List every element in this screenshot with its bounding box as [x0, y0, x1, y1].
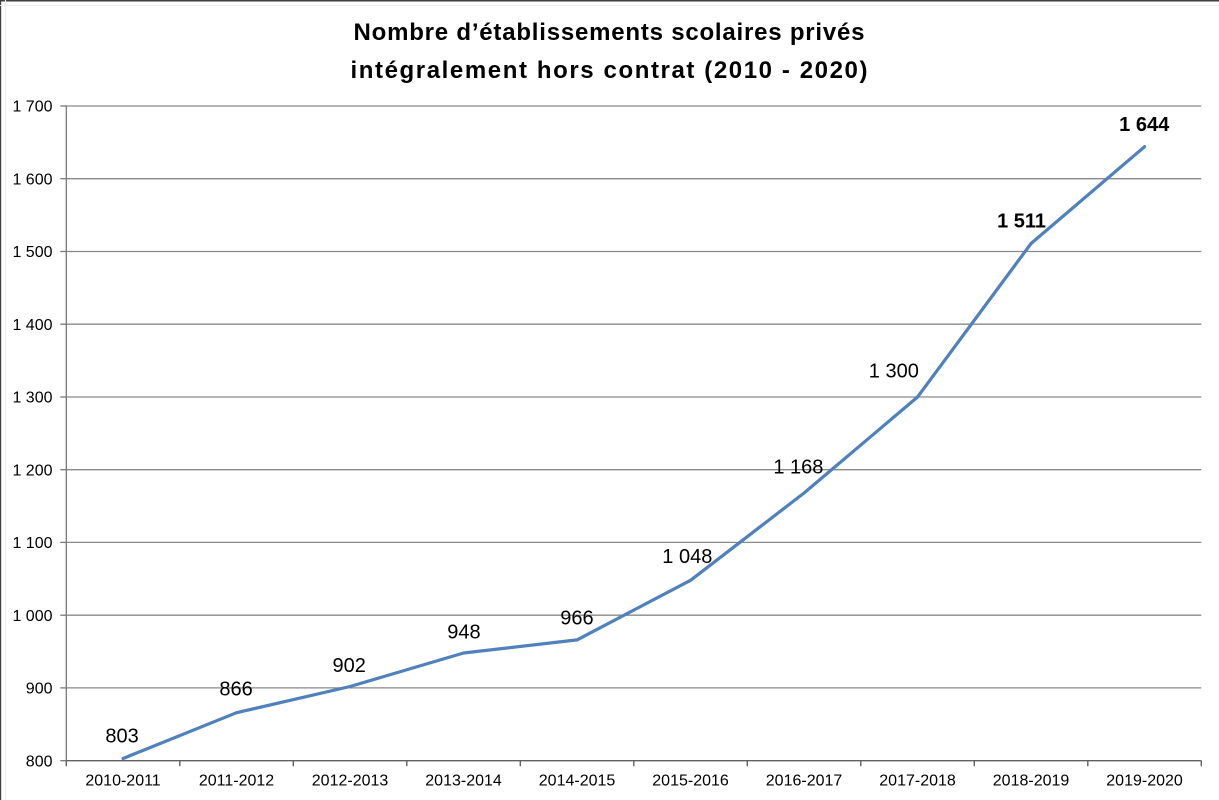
svg-text:948: 948	[447, 621, 480, 643]
svg-text:1 200: 1 200	[12, 462, 52, 479]
svg-text:2013-2014: 2013-2014	[425, 773, 502, 790]
svg-text:1 048: 1 048	[662, 546, 712, 568]
svg-text:866: 866	[219, 679, 252, 701]
svg-text:1 644: 1 644	[1119, 114, 1170, 136]
svg-text:900: 900	[26, 681, 53, 698]
svg-text:1 700: 1 700	[12, 99, 52, 116]
svg-text:1 300: 1 300	[869, 361, 919, 383]
svg-text:2015-2016: 2015-2016	[652, 773, 729, 790]
svg-text:1 400: 1 400	[12, 317, 52, 334]
svg-text:800: 800	[26, 753, 53, 770]
svg-text:2016-2017: 2016-2017	[766, 773, 843, 790]
svg-text:1 500: 1 500	[12, 244, 52, 261]
svg-text:1 300: 1 300	[12, 390, 52, 407]
svg-text:2010-2011: 2010-2011	[85, 773, 160, 790]
svg-text:1 168: 1 168	[773, 456, 823, 478]
svg-text:1 100: 1 100	[12, 535, 52, 552]
svg-text:Nombre d’établissements scolai: Nombre d’établissements scolaires privés	[354, 19, 865, 46]
svg-text:1 511: 1 511	[997, 211, 1046, 233]
svg-text:2012-2013: 2012-2013	[312, 773, 389, 790]
svg-text:2018-2019: 2018-2019	[993, 773, 1070, 790]
svg-text:2019-2020: 2019-2020	[1106, 773, 1183, 790]
svg-text:2014-2015: 2014-2015	[539, 773, 616, 790]
svg-text:2017-2018: 2017-2018	[879, 773, 956, 790]
svg-text:1 600: 1 600	[12, 171, 52, 188]
svg-text:803: 803	[105, 726, 138, 748]
svg-text:902: 902	[333, 655, 366, 677]
svg-text:2011-2012: 2011-2012	[199, 773, 274, 790]
svg-text:intégralement hors contrat (20: intégralement hors contrat (2010 - 2020)	[351, 57, 868, 84]
svg-text:1 000: 1 000	[12, 608, 52, 625]
svg-text:966: 966	[560, 607, 593, 629]
